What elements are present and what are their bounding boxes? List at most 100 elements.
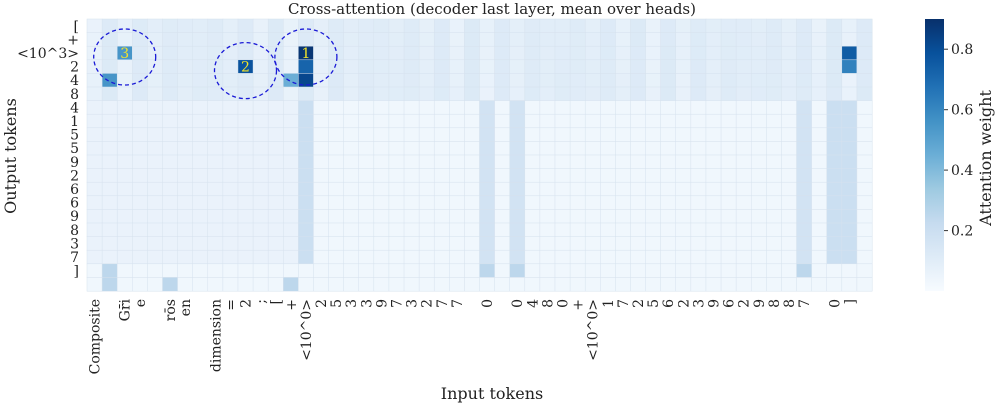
heatmap-cell: [328, 263, 345, 278]
y-tick-label: 8: [70, 223, 79, 239]
heatmap-cell: [766, 86, 782, 102]
heatmap-cell: [494, 141, 511, 156]
heatmap-cell: [705, 154, 722, 170]
heatmap-cell: [856, 127, 873, 142]
heatmap-cell: [313, 154, 329, 170]
heatmap-cell: [675, 209, 692, 224]
heatmap-cell: [645, 249, 662, 265]
heatmap-cell: [750, 113, 767, 129]
heatmap-cell: [464, 277, 480, 292]
heatmap-cell: [283, 154, 299, 170]
heatmap-cell: [101, 127, 118, 142]
heatmap-cell: [116, 32, 133, 47]
heatmap-cell: [403, 209, 420, 224]
x-tick-label: 1: [601, 299, 617, 308]
heatmap-cell: [796, 73, 813, 88]
heatmap-cell: [539, 113, 556, 129]
heatmap-cell: [494, 168, 511, 183]
heatmap-cell: [584, 168, 601, 183]
heatmap-cell: [584, 73, 601, 88]
heatmap-cell: [403, 32, 420, 47]
heatmap-cell: [856, 263, 873, 278]
heatmap-cell: [494, 222, 511, 238]
heatmap-cell: [750, 32, 767, 47]
heatmap-cell: [116, 181, 133, 197]
heatmap-cell: [132, 195, 148, 210]
y-tick-label: 9: [70, 209, 79, 225]
heatmap-cell: [554, 141, 571, 156]
heatmap-cell: [373, 181, 390, 197]
heatmap-cell: [509, 86, 526, 102]
heatmap-cell: [720, 73, 737, 88]
heatmap-cell: [343, 222, 360, 238]
heatmap-cell: [826, 113, 843, 129]
heatmap-cell: [283, 127, 299, 142]
heatmap-cell: [464, 263, 480, 278]
heatmap-cell: [207, 181, 224, 197]
heatmap-cell: [86, 209, 103, 224]
heatmap-cell: [675, 222, 692, 238]
heatmap-cell: [267, 222, 284, 238]
heatmap-cell: [237, 249, 254, 265]
heatmap-cell: [766, 222, 782, 238]
heatmap-cell: [388, 73, 405, 88]
heatmap-cell: [388, 86, 405, 102]
heatmap-cell: [343, 18, 360, 34]
heatmap-cell: [116, 100, 133, 115]
heatmap-cell: [720, 59, 737, 74]
heatmap-cell: [418, 277, 435, 292]
heatmap-cell: [841, 249, 858, 265]
heatmap-cell: [132, 236, 148, 251]
heatmap-cell: [222, 113, 239, 129]
heatmap-cell: [600, 154, 616, 170]
heatmap-cell: [705, 181, 722, 197]
x-tick-label: ]: [842, 299, 858, 304]
heatmap-cell: [630, 249, 647, 265]
heatmap-cell: [298, 277, 314, 292]
heatmap-cell: [418, 181, 435, 197]
heatmap-cell: [796, 154, 813, 170]
heatmap-cell: [403, 195, 420, 210]
heatmap-cell: [735, 127, 752, 142]
x-tick-label: rōs: [163, 299, 179, 321]
heatmap-cell: [509, 195, 526, 210]
heatmap-cell: [177, 73, 194, 88]
heatmap-cell: [509, 236, 526, 251]
heatmap-cell: [464, 100, 480, 115]
heatmap-cell: [584, 277, 601, 292]
heatmap-cell: [358, 222, 375, 238]
heatmap-cell: [539, 168, 556, 183]
heatmap-cell: [554, 18, 571, 34]
heatmap-cell: [177, 127, 194, 142]
heatmap-cell: [554, 100, 571, 115]
heatmap-cell: [449, 45, 465, 61]
heatmap-cell: [388, 209, 405, 224]
heatmap-cell: [177, 209, 194, 224]
heatmap-cell: [433, 45, 450, 61]
heatmap-cell: [615, 73, 631, 88]
heatmap-cell: [358, 100, 375, 115]
heatmap-cell: [509, 222, 526, 238]
heatmap-cell: [675, 181, 692, 197]
heatmap-cell: [569, 249, 586, 265]
heatmap-cell: [615, 263, 631, 278]
heatmap-cell: [675, 127, 692, 142]
heatmap-cell: [811, 45, 828, 61]
heatmap-cell: [479, 100, 496, 115]
heatmap-cell: [735, 168, 752, 183]
heatmap-cell: [856, 59, 873, 74]
heatmap-cell: [539, 195, 556, 210]
heatmap-cell: [388, 263, 405, 278]
heatmap-cell: [615, 86, 631, 102]
heatmap-cell: [796, 209, 813, 224]
heatmap-cell: [600, 127, 616, 142]
heatmap-cell: [841, 141, 858, 156]
heatmap-cell: [373, 18, 390, 34]
heatmap-cell: [750, 86, 767, 102]
heatmap-cell: [237, 195, 254, 210]
heatmap-cell: [569, 222, 586, 238]
heatmap-cell: [162, 113, 179, 129]
heatmap-cell: [192, 32, 209, 47]
heatmap-cell: [192, 181, 209, 197]
heatmap-cell: [132, 127, 148, 142]
